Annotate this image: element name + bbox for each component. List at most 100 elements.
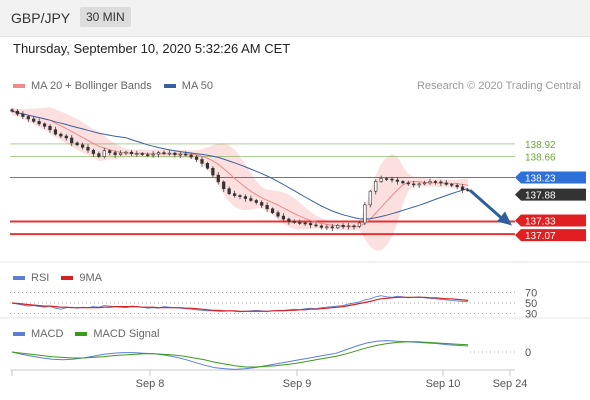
candle-body — [433, 181, 438, 183]
candle-body — [108, 150, 112, 153]
rsi-legend-label: RSI — [31, 272, 50, 284]
symbol-label: GBP/JPY — [11, 10, 71, 26]
candle-body — [439, 181, 443, 184]
candle-body — [194, 156, 199, 160]
bollinger-bands-layer — [12, 107, 468, 251]
candle-body — [352, 225, 356, 228]
candle-body — [156, 152, 161, 155]
candle-body — [189, 154, 193, 158]
candle-body — [162, 152, 166, 154]
candle-body — [15, 110, 20, 115]
ma50-swatch — [163, 84, 176, 88]
projection-arrow-head — [497, 211, 512, 226]
x-tick-label: Sep 8 — [136, 378, 165, 390]
ma20-legend-label: MA 20 + Bollinger Bands — [31, 80, 152, 92]
ma50-legend-label: MA 50 — [181, 80, 213, 92]
candle-body — [53, 129, 58, 135]
candle-body — [401, 181, 405, 184]
macd-legend-label: MACD — [31, 328, 64, 340]
candle-body — [374, 181, 378, 192]
candle-body — [249, 198, 253, 201]
rsi-ma-legend-label: 9MA — [79, 272, 102, 284]
candle-body — [75, 142, 79, 146]
candle-body — [129, 151, 134, 154]
candle-body — [80, 144, 85, 148]
rsi-tick-label: 50 — [525, 298, 537, 310]
candle-body — [238, 195, 242, 197]
candle-body — [417, 183, 421, 186]
candle-body — [64, 135, 68, 139]
level-label-bg — [515, 214, 586, 227]
candle-body — [243, 196, 248, 199]
rsi-ma-swatch — [61, 276, 74, 280]
candle-body — [314, 224, 318, 227]
candle-body — [21, 113, 25, 117]
candle-body — [308, 223, 313, 226]
candle-body — [97, 153, 101, 157]
macd-signal-swatch — [75, 332, 88, 336]
candle-body — [102, 150, 106, 157]
macd-series-signal — [11, 341, 469, 368]
candle-body — [211, 167, 215, 176]
candle-body — [444, 182, 448, 185]
candle-body — [135, 153, 139, 155]
chart-header-bar: GBP/JPY 30 MIN — [0, 0, 590, 37]
candle-body — [341, 225, 345, 228]
candle-body — [151, 153, 155, 156]
projection-layer — [469, 189, 512, 226]
candle-body — [216, 174, 220, 183]
rsi-swatch — [13, 276, 25, 280]
candle-body — [422, 182, 427, 185]
candle-body — [205, 163, 210, 169]
ma20-swatch — [13, 84, 25, 88]
candle-body — [37, 121, 41, 125]
bollinger-band-area — [12, 107, 468, 251]
ma20-line — [11, 110, 469, 228]
candle-body — [140, 153, 144, 155]
level-label-bg — [515, 171, 586, 184]
candle-body — [336, 225, 340, 229]
candle-body — [303, 222, 307, 225]
candle-body — [42, 123, 47, 127]
chart-datetime: Thursday, September 10, 2020 5:32:26 AM … — [13, 41, 291, 56]
candle-body — [91, 149, 96, 154]
candle-body — [124, 151, 128, 154]
candle-body — [146, 154, 150, 156]
x-tick-label: Sep 10 — [426, 378, 461, 390]
candle-body — [363, 204, 367, 224]
candle-body — [260, 202, 264, 206]
candle-body — [254, 200, 258, 203]
main-legend: MA 20 + Bollinger Bands MA 50 — [13, 80, 213, 92]
moving-averages-layer — [11, 110, 469, 228]
candle-body — [113, 152, 117, 155]
candle-body — [330, 226, 334, 229]
level-label-support: 137.07 — [525, 231, 556, 242]
candle-body — [270, 208, 275, 213]
candle-body — [357, 222, 362, 227]
timeframe-button[interactable]: 30 MIN — [80, 7, 131, 27]
rsi-series-ma — [11, 296, 469, 312]
x-axis-layer: Sep 8 Sep 9 Sep 10 Sep 24 — [11, 370, 527, 390]
candle-body — [298, 222, 302, 224]
ma50-line — [11, 110, 469, 220]
candle-body — [178, 153, 182, 156]
level-label-resistance: 138.92 — [525, 140, 556, 151]
candle-body — [395, 179, 400, 182]
candle-body — [167, 152, 172, 155]
candle-body — [32, 118, 36, 122]
candle-body — [466, 189, 470, 192]
level-label-bg — [515, 229, 586, 242]
candle-body — [384, 178, 389, 180]
candle-body — [227, 188, 231, 194]
candle-body — [59, 133, 63, 137]
candle-body — [10, 109, 14, 112]
research-credit: Research © 2020 Trading Central — [416, 80, 581, 92]
candles-layer — [10, 108, 470, 232]
level-labels-layer: 138.92 138.66 138.23 137.88 137.33 137.07 — [515, 140, 586, 242]
candle-body — [390, 178, 394, 181]
macd-series-line — [11, 340, 469, 370]
rsi-tick-label: 70 — [525, 288, 537, 300]
level-label-bg — [515, 188, 586, 201]
